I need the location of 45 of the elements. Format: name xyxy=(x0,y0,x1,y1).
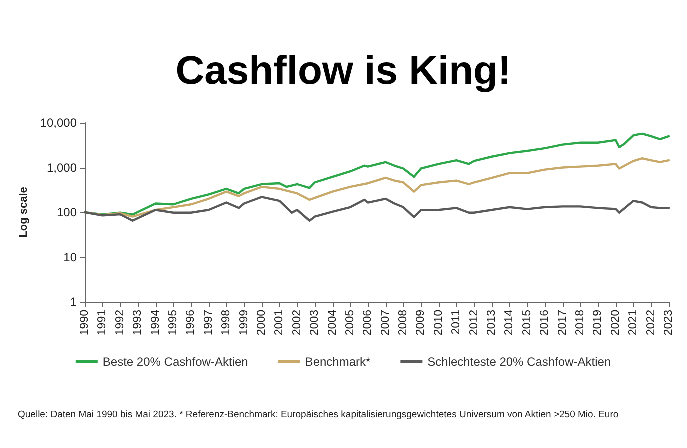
x-tick-label: 2023 xyxy=(663,310,675,336)
x-tick-label: 2002 xyxy=(291,310,304,336)
x-tick-label: 1991 xyxy=(96,310,109,336)
x-tick-label: 2013 xyxy=(486,310,498,336)
chart-title: Cashflow is King! xyxy=(176,49,512,93)
y-tick-label: 1 xyxy=(70,295,78,309)
x-tick-label: 2007 xyxy=(380,310,392,336)
x-tick-label: 2008 xyxy=(398,310,410,336)
x-tick-label: 1995 xyxy=(167,310,180,336)
x-tick-label: 2022 xyxy=(645,310,658,336)
x-tick-label: 2019 xyxy=(592,310,604,336)
x-tick-label: 2000 xyxy=(256,310,268,336)
x-tick-label: 2015 xyxy=(521,310,534,336)
x-tick-label: 1999 xyxy=(238,310,250,336)
x-tick-label: 2021 xyxy=(628,310,640,336)
x-tick-label: 2011 xyxy=(450,310,463,335)
x-tick-label: 2004 xyxy=(326,309,339,336)
x-tick-label: 2014 xyxy=(504,309,516,336)
x-tick-label: 2010 xyxy=(432,310,445,336)
x-tick-label: 2005 xyxy=(344,310,356,336)
x-tick-label: 2020 xyxy=(610,310,622,336)
x-tick-label: 2009 xyxy=(415,310,428,336)
x-tick-label: 1994 xyxy=(150,309,162,336)
x-tick-label: 2006 xyxy=(362,310,374,336)
legend-label: Schlechteste 20% Cashfow-Aktien xyxy=(428,355,612,369)
source-note: Quelle: Daten Mai 1990 bis Mai 2023. * Referenz-Benchmark: Europäisches kapitalisierungsgewichtetes Universum von Aktien >250 Mio. Euro xyxy=(18,410,619,420)
x-tick-label: 2018 xyxy=(574,310,587,336)
y-tick-label: 100 xyxy=(56,206,78,220)
y-tick-label: 10 xyxy=(64,250,78,264)
x-tick-label: 1992 xyxy=(114,310,126,336)
x-tick-label: 2016 xyxy=(539,310,552,336)
y-tick-label: 10,000 xyxy=(40,116,78,130)
x-tick-label: 2001 xyxy=(274,310,286,336)
legend-label: Benchmark* xyxy=(305,355,371,369)
x-tick-label: 1998 xyxy=(220,310,233,336)
y-axis-title: Log scale xyxy=(18,187,30,238)
x-tick-label: 2012 xyxy=(468,310,480,336)
legend-label: Beste 20% Cashfow-Aktien xyxy=(102,355,248,369)
y-tick-label: 1,000 xyxy=(46,160,78,175)
x-tick-label: 2003 xyxy=(309,310,322,336)
x-tick-label: 1996 xyxy=(185,310,198,336)
x-tick-label: 1993 xyxy=(132,310,144,336)
x-tick-label: 1990 xyxy=(79,310,91,336)
x-tick-label: 2017 xyxy=(556,310,569,336)
x-tick-label: 1997 xyxy=(202,310,215,336)
